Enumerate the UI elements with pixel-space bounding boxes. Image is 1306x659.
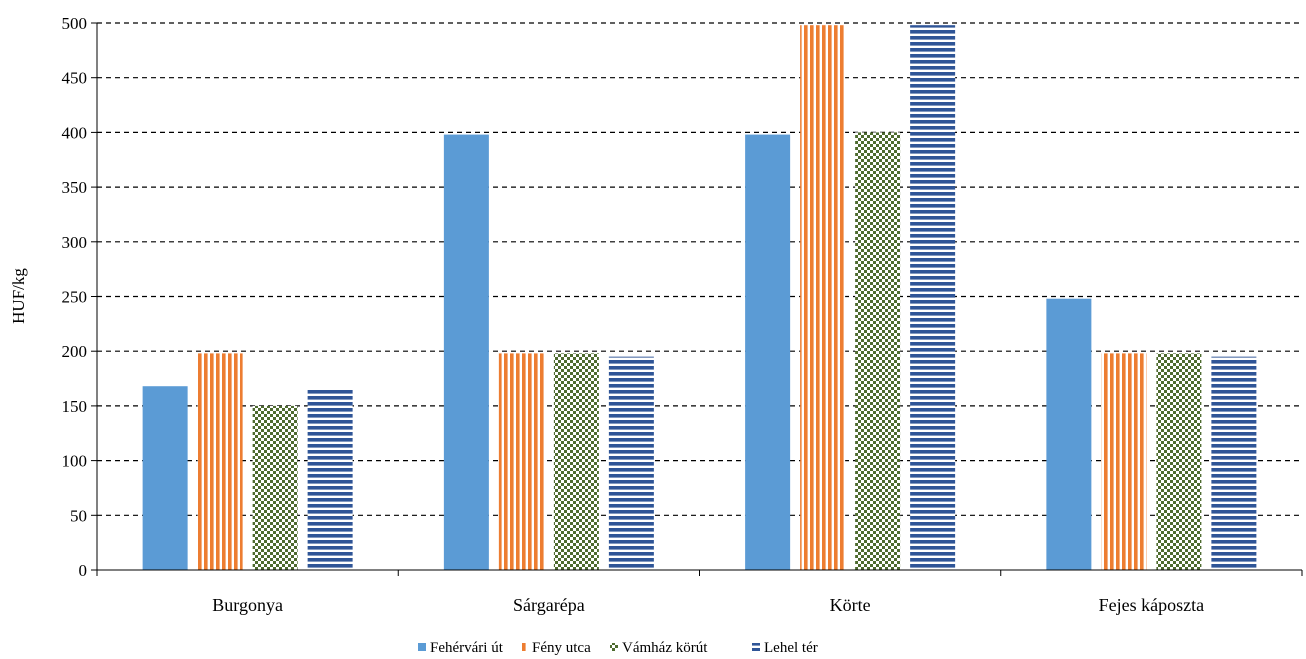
- y-tick-label: 50: [70, 506, 87, 525]
- y-tick-label: 100: [62, 452, 88, 471]
- legend-swatch: [520, 643, 528, 651]
- y-tick-label: 250: [62, 288, 88, 307]
- bar-feh-rv-ri-t-3: [1046, 298, 1092, 570]
- bar-lehel-t-r-1: [608, 356, 654, 570]
- bar-v-mh-z-k-r-t-1: [553, 353, 599, 570]
- y-tick-label: 450: [62, 69, 88, 88]
- category-label: Sárgarépa: [513, 595, 585, 615]
- bar-lehel-t-r-2: [910, 25, 956, 571]
- legend-entry: Fehérvári út: [430, 640, 504, 656]
- bar-f-ny-utca-1: [498, 353, 544, 570]
- bar-feh-rv-ri-t-0: [142, 386, 188, 570]
- x-axis: Burgonya Sárgarépa Körte Fejes káposzta: [96, 569, 1303, 615]
- legend-entry: Lehel tér: [764, 640, 818, 656]
- y-tick-label: 150: [62, 397, 88, 416]
- bar-f-ny-utca-3: [1101, 353, 1147, 570]
- legend: Fehérvári út Fény utca Vámház körút Lehel t…: [418, 640, 818, 656]
- bar-lehel-t-r-0: [307, 389, 353, 570]
- legend-entry: Vámház körút: [622, 640, 708, 656]
- bar-feh-rv-ri-t-2: [745, 134, 791, 570]
- category-label: Burgonya: [212, 595, 283, 615]
- bar-v-mh-z-k-r-t-3: [1156, 353, 1202, 570]
- legend-swatch: [418, 643, 426, 651]
- y-tick-label: 0: [79, 561, 88, 580]
- bars: [142, 25, 1257, 571]
- gridlines: [97, 22, 1302, 516]
- legend-entry: Fény utca: [532, 640, 591, 656]
- y-tick-label: 200: [62, 342, 88, 361]
- category-label: Fejes káposzta: [1099, 595, 1204, 615]
- category-label: Körte: [830, 595, 871, 615]
- y-axis: 0 50 100 150 200 250 300 350 400 450 500: [62, 14, 98, 580]
- y-tick-label: 300: [62, 233, 88, 252]
- y-tick-label: 350: [62, 178, 88, 197]
- y-axis-title: HUF/kg: [9, 268, 28, 324]
- y-tick-label: 500: [62, 14, 88, 33]
- bar-feh-rv-ri-t-1: [443, 134, 489, 570]
- bar-lehel-t-r-3: [1211, 356, 1257, 570]
- bar-v-mh-z-k-r-t-2: [855, 132, 901, 570]
- legend-swatch: [610, 643, 618, 651]
- legend-swatch: [752, 643, 760, 651]
- bar-f-ny-utca-0: [197, 353, 243, 570]
- bar-v-mh-z-k-r-t-0: [252, 405, 298, 570]
- y-tick-label: 400: [62, 123, 88, 142]
- bar-f-ny-utca-2: [800, 25, 846, 571]
